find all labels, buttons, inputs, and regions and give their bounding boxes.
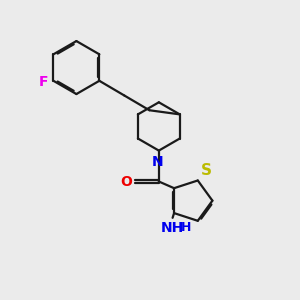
Text: N: N: [152, 155, 163, 169]
Text: F: F: [39, 75, 48, 89]
Text: NH: NH: [161, 221, 184, 235]
Text: S: S: [201, 163, 212, 178]
Text: O: O: [121, 175, 132, 188]
Text: H: H: [181, 221, 191, 234]
